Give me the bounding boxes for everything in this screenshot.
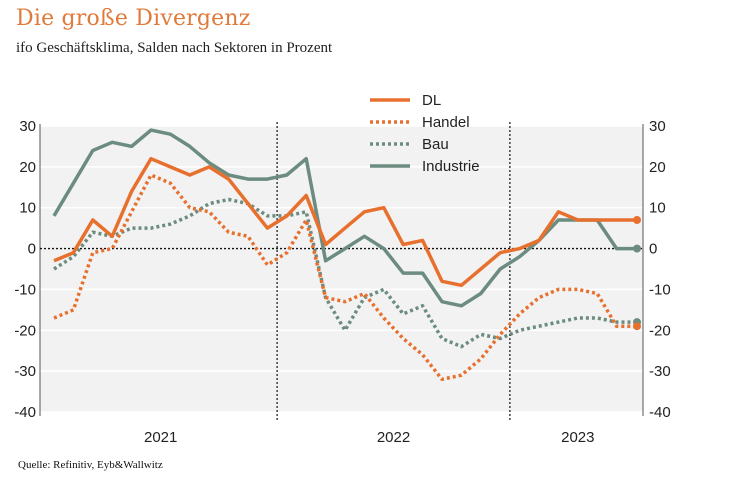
x-tick-label: 2021 xyxy=(144,429,177,446)
chart-title: Die große Divergenz xyxy=(16,6,251,31)
y-tick-label-left: 0 xyxy=(28,241,36,258)
source-note: Quelle: Refinitiv, Eyb&Wallwitz xyxy=(18,459,163,471)
y-tick-label-right: 10 xyxy=(649,200,666,217)
y-tick-label-left: -40 xyxy=(14,404,36,421)
end-marker-industrie xyxy=(633,244,641,253)
y-tick-label-right: -30 xyxy=(649,363,671,380)
plot-area xyxy=(40,126,643,412)
y-tick-label-left: 30 xyxy=(19,118,36,135)
y-tick-label-left: -10 xyxy=(14,281,36,298)
x-tick-label: 2022 xyxy=(377,429,410,446)
end-marker-handel xyxy=(633,322,641,331)
y-tick-label-left: -30 xyxy=(14,363,36,380)
end-marker-dl xyxy=(633,215,641,224)
y-tick-label-left: -20 xyxy=(14,322,36,339)
legend-label-industrie: Industrie xyxy=(422,158,480,175)
y-tick-label-right: 20 xyxy=(649,159,666,176)
series-line-bau xyxy=(53,197,636,349)
y-tick-label-right: -10 xyxy=(649,281,671,298)
series-line-dl xyxy=(53,156,636,288)
y-tick-label-right: -20 xyxy=(649,322,671,339)
legend-label-handel: Handel xyxy=(422,114,470,131)
y-tick-label-right: -40 xyxy=(649,404,671,421)
x-tick-label: 2023 xyxy=(561,429,594,446)
y-tick-label-right: 0 xyxy=(649,241,657,258)
y-tick-label-right: 30 xyxy=(649,118,666,135)
series-line-handel xyxy=(53,173,636,382)
legend-label-dl: DL xyxy=(422,92,441,109)
legend-label-bau: Bau xyxy=(422,136,449,153)
chart-subtitle: ifo Geschäftsklima, Salden nach Sektoren… xyxy=(16,40,333,56)
y-tick-label-left: 10 xyxy=(19,200,36,217)
legend: DL Handel Bau Industrie xyxy=(370,92,480,175)
y-tick-label-left: 20 xyxy=(19,159,36,176)
